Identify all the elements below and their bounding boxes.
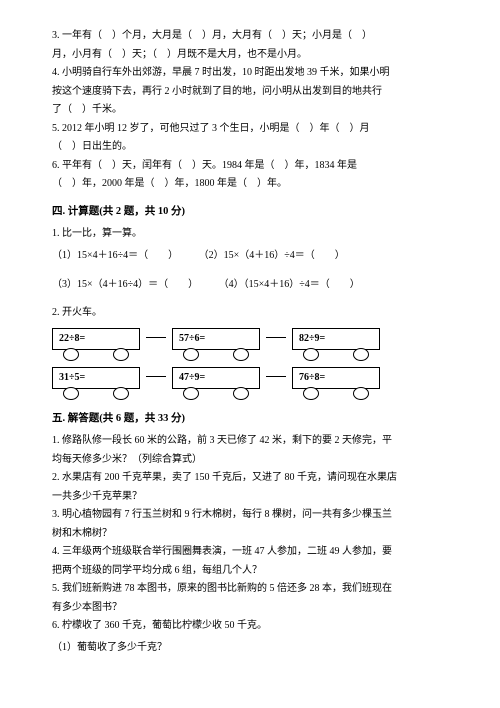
train-row-1: 22÷8= 57÷6= 82÷9= <box>52 328 448 361</box>
q4-line2: 按这个速度骑下去，再行 2 小时就到了目的地，问小明从出发到目的地共行 <box>52 84 448 101</box>
sec5-q1-l2: 均每天修多少米？（列综合算式） <box>52 452 448 469</box>
coupling-icon <box>146 376 166 377</box>
wheels <box>63 348 129 361</box>
wheels <box>303 387 369 400</box>
q3-line1: 3. 一年有（ ）个月，大月是（ ）月，大月有（ ）天；小月是（ ） <box>52 28 448 45</box>
sec5-q5-l1: 5. 我们班新购进 78 本图书，原来的图书比新购的 5 倍还多 28 本，我们… <box>52 581 448 598</box>
train-row-2: 31÷5= 47÷9= 76÷8= <box>52 367 448 400</box>
sec5-q1-l1: 1. 修路队修一段长 60 米的公路，前 3 天已修了 42 米，剩下的要 2 … <box>52 433 448 450</box>
wagon: 57÷6= <box>172 328 260 361</box>
wheel-icon <box>303 387 319 400</box>
sec5-q2-l1: 2. 水果店有 200 千克苹果，卖了 150 千克后，又进了 80 千克，请问… <box>52 470 448 487</box>
expr-4: （4）（15×4＋16）÷4＝（ ） <box>219 277 360 294</box>
q5-line1: 5. 2012 年小明 12 岁了，可他只过了 3 个生日，小明是（ ）年（ ）… <box>52 121 448 138</box>
wheel-icon <box>183 348 199 361</box>
wagon-label: 76÷8= <box>292 367 380 389</box>
sec5-q4-l1: 4. 三年级两个班级联合举行围圈舞表演，一班 47 人参加，二班 49 人参加，… <box>52 544 448 561</box>
wheel-icon <box>353 387 369 400</box>
wheel-icon <box>233 387 249 400</box>
section-5-title: 五. 解答题(共 6 题，共 33 分) <box>52 410 448 427</box>
wheel-icon <box>113 387 129 400</box>
wheel-icon <box>303 348 319 361</box>
wagon-label: 31÷5= <box>52 367 140 389</box>
wheel-icon <box>63 387 79 400</box>
wagon-label: 47÷9= <box>172 367 260 389</box>
coupling-icon <box>266 337 286 338</box>
expr-1: （1）15×4＋16÷4＝（ ） <box>52 248 178 265</box>
wagon-label: 82÷9= <box>292 328 380 350</box>
wheel-icon <box>183 387 199 400</box>
q6-line1: 6. 平年有（ ）天，闰年有（ ）天。1984 年是（ ）年，1834 年是 <box>52 158 448 175</box>
sec5-q3-l2: 树和木棉树？ <box>52 526 448 543</box>
q6-line2: （ ）年，2000 年是（ ）年，1800 年是（ ）年。 <box>52 176 448 193</box>
train-diagram: 22÷8= 57÷6= 82÷9= 31÷5= 47÷9= <box>52 328 448 400</box>
sec5-q5-l2: 有多少本图书？ <box>52 600 448 617</box>
wheels <box>183 348 249 361</box>
sec5-q4-l2: 把两个班级的同学平均分成 6 组，每组几个人？ <box>52 563 448 580</box>
sec5-q3-l1: 3. 明心植物园有 7 行玉兰树和 9 行木棉树，每行 8 棵树，问一共有多少棵… <box>52 507 448 524</box>
wagon: 47÷9= <box>172 367 260 400</box>
wagon: 31÷5= <box>52 367 140 400</box>
worksheet-page: 3. 一年有（ ）个月，大月是（ ）月，大月有（ ）天；小月是（ ） 月，小月有… <box>0 0 500 708</box>
expr-row-2: （3）15×（4＋16÷4）＝（ ） （4）（15×4＋16）÷4＝（ ） <box>52 277 448 294</box>
sec4-q2: 2. 开火车。 <box>52 305 448 322</box>
q3-line2: 月，小月有（ ）天；（ ）月既不是大月，也不是小月。 <box>52 47 448 64</box>
sec5-q2-l2: 一共多少千克苹果？ <box>52 489 448 506</box>
q4-line1: 4. 小明骑自行车外出郊游，早晨 7 时出发，10 时距出发地 39 千米，如果… <box>52 65 448 82</box>
section-4-title: 四. 计算题(共 2 题，共 10 分) <box>52 203 448 220</box>
expr-row-1: （1）15×4＋16÷4＝（ ） （2）15×（4＋16）÷4＝（ ） <box>52 248 448 265</box>
wheels <box>303 348 369 361</box>
sec4-q1: 1. 比一比，算一算。 <box>52 226 448 243</box>
sec5-q6: 6. 柠檬收了 360 千克，葡萄比柠檬少收 50 千克。 <box>52 618 448 635</box>
wheels <box>183 387 249 400</box>
wheel-icon <box>353 348 369 361</box>
expr-3: （3）15×（4＋16÷4）＝（ ） <box>52 277 198 294</box>
wagon: 22÷8= <box>52 328 140 361</box>
wagon: 76÷8= <box>292 367 380 400</box>
wagon: 82÷9= <box>292 328 380 361</box>
coupling-icon <box>266 376 286 377</box>
wheel-icon <box>113 348 129 361</box>
wheel-icon <box>63 348 79 361</box>
wheels <box>63 387 129 400</box>
wagon-label: 22÷8= <box>52 328 140 350</box>
coupling-icon <box>146 337 166 338</box>
wagon-label: 57÷6= <box>172 328 260 350</box>
q5-line2: （ ）日出生的。 <box>52 139 448 156</box>
sec5-q6-sub1: （1）葡萄收了多少千克？ <box>52 640 448 657</box>
wheel-icon <box>233 348 249 361</box>
expr-2: （2）15×（4＋16）÷4＝（ ） <box>199 248 345 265</box>
q4-line3: 了（ ）千米。 <box>52 102 448 119</box>
